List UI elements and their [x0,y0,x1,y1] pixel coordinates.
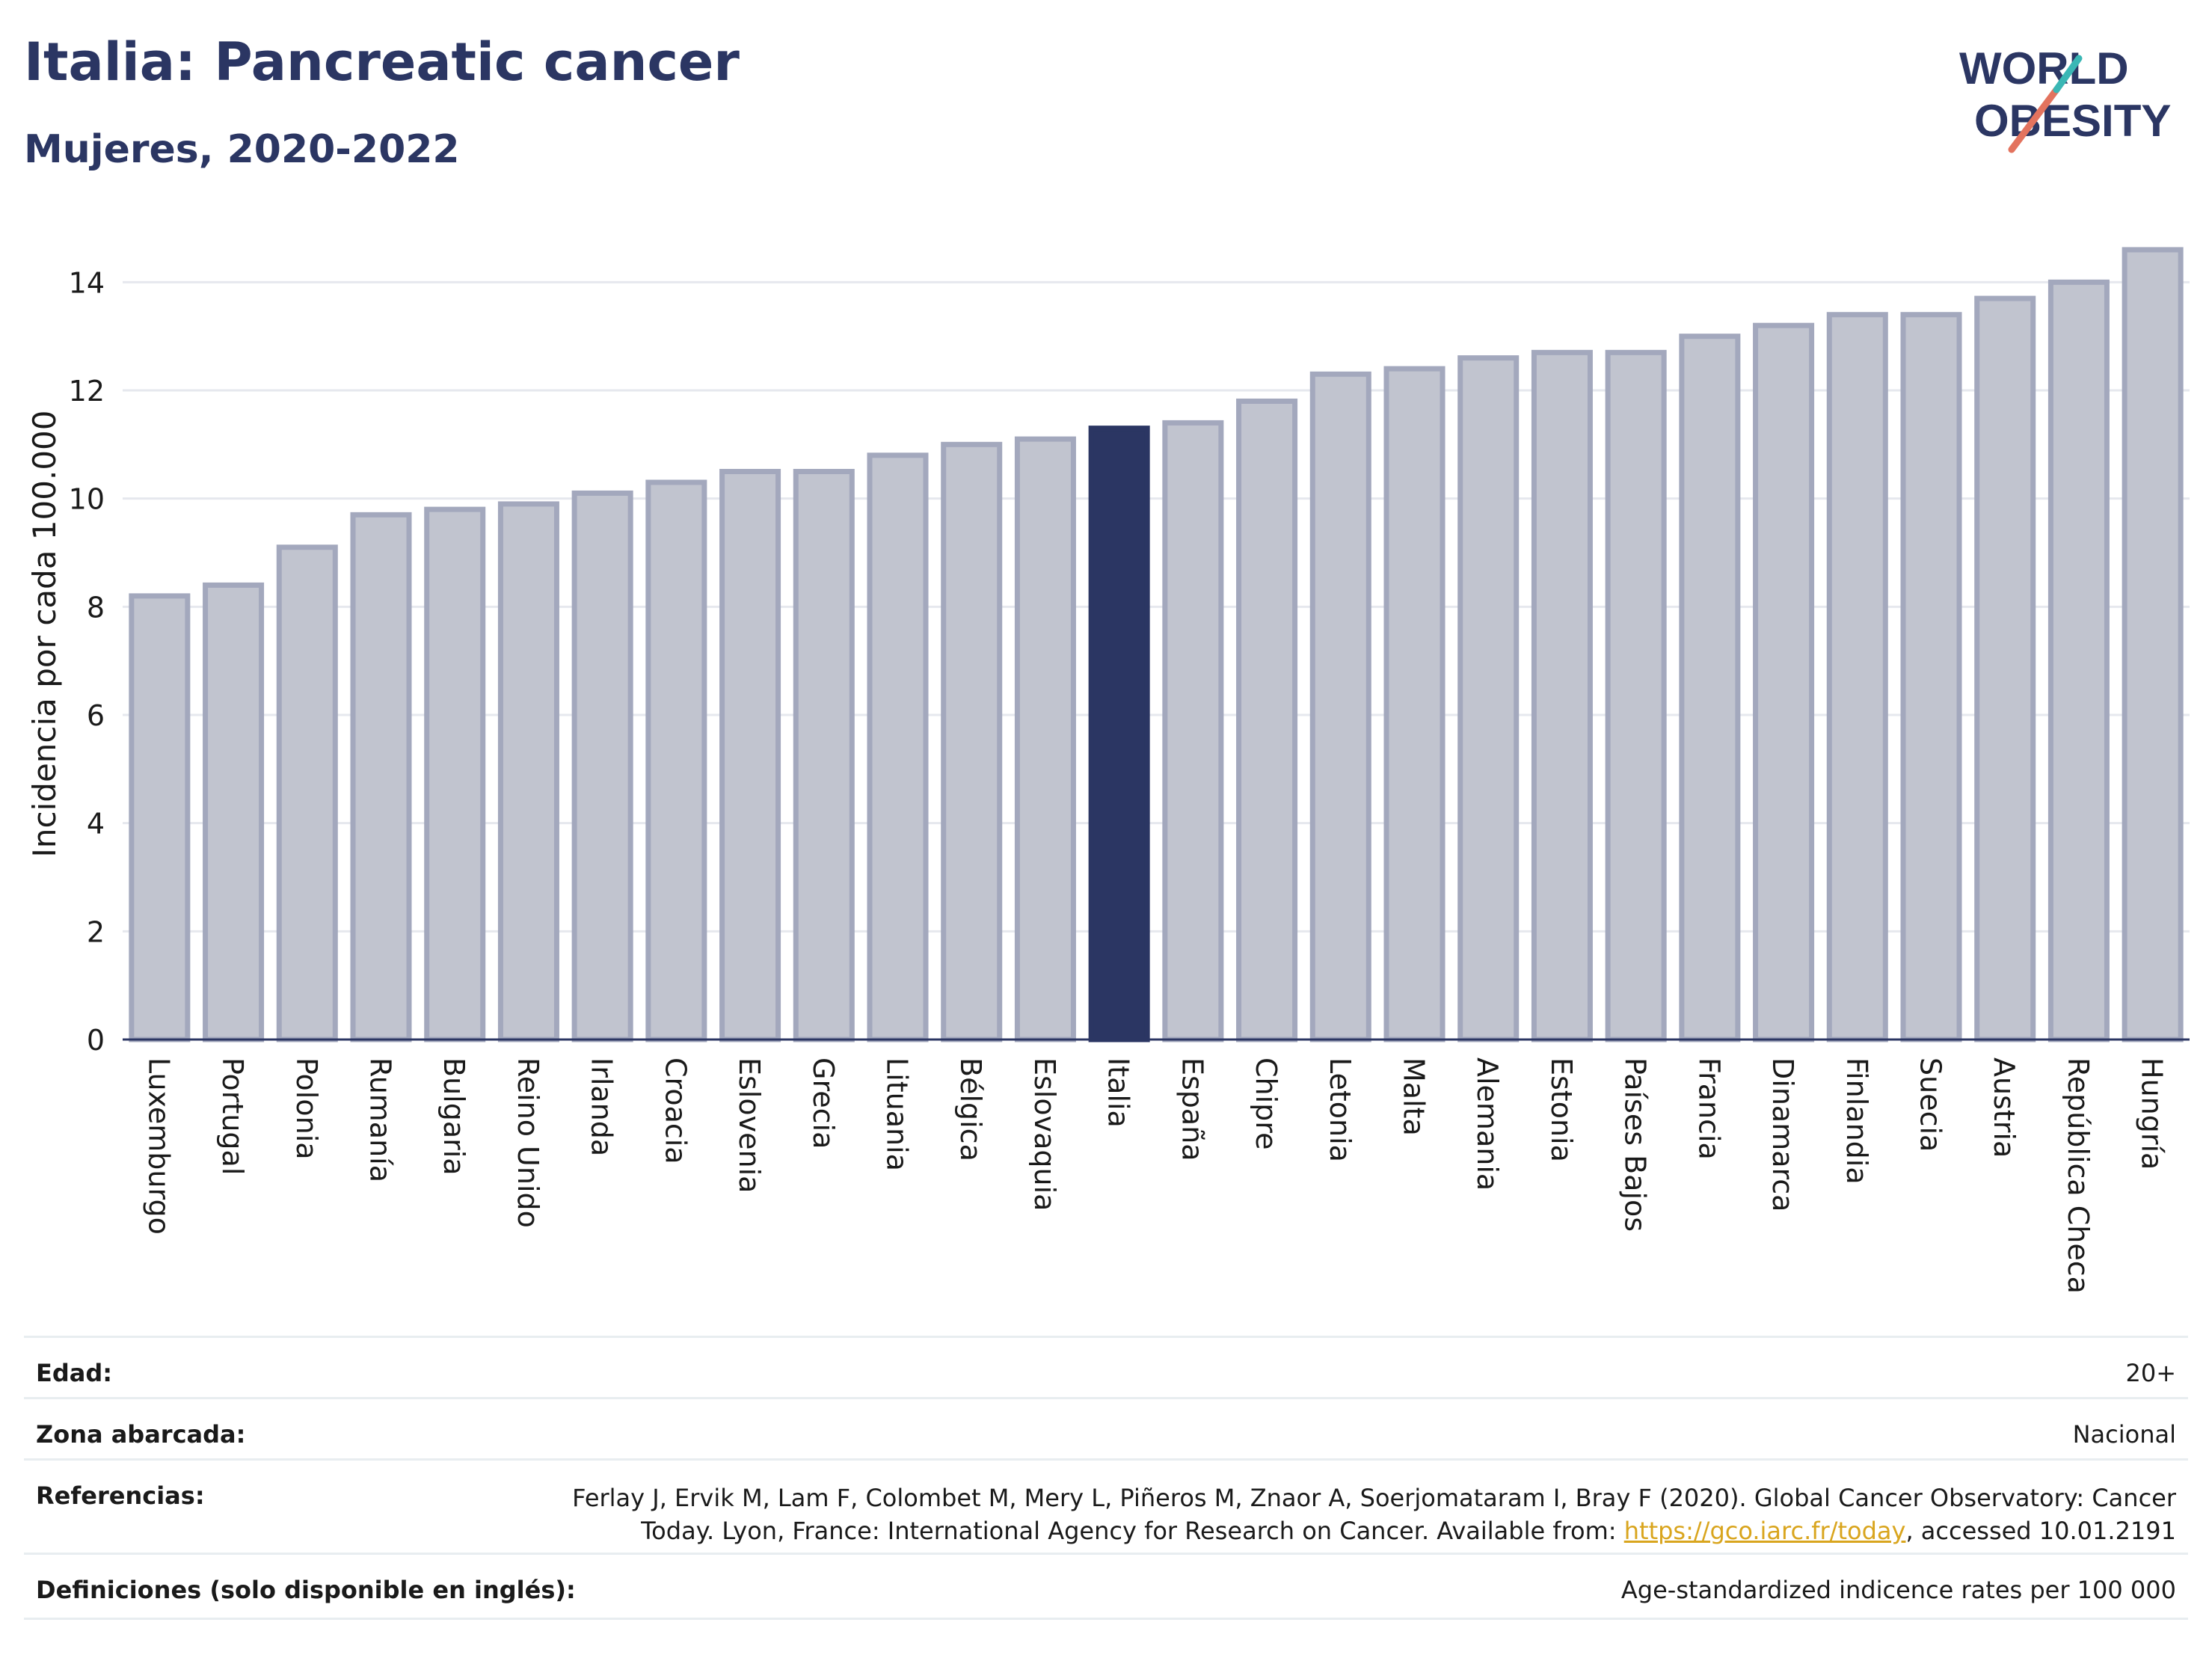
x-tick-label: Estonia [1545,1057,1578,1162]
page-title: Italia: Pancreatic cancer [24,31,740,93]
x-tick-label: Croacia [659,1057,692,1164]
edad-label: Edad: [36,1359,113,1387]
x-tick-label: Irlanda [586,1057,618,1156]
x-tick-label: Eslovaquia [1028,1057,1061,1211]
bar [497,501,559,1043]
svg-text:OBESITY: OBESITY [1974,96,2171,146]
bar [1826,312,1888,1043]
y-tick-label: 2 [87,915,105,948]
x-tick-label: Alemania [1471,1057,1504,1191]
x-tick-label: Letonia [1324,1057,1357,1162]
bar [941,441,1003,1043]
page-subtitle: Mujeres, 2020-2022 [24,127,460,172]
x-tick-label: Eslovenia [733,1057,766,1193]
x-tick-label: Malta [1398,1057,1431,1136]
x-tick-label: Polonia [290,1057,323,1160]
referencias-line-2: Today. Lyon, France: International Agenc… [572,1514,2176,1547]
bar [129,593,191,1043]
bar [2047,279,2110,1043]
referencias-line-2-start: Today. Lyon, France: International Agenc… [641,1517,1624,1545]
meta-row-referencias: Referencias: Ferlay J, Ervik M, Lam F, C… [24,1458,2188,1555]
bar [571,490,633,1043]
x-tick-label: Austria [1988,1057,2021,1158]
x-tick-label: Francia [1692,1057,1725,1160]
x-tick-label: Luxemburgo [142,1057,175,1235]
bar [2122,247,2184,1043]
y-tick-label: 4 [87,808,105,841]
x-tick-label: Finlandia [1840,1057,1873,1185]
y-tick-label: 12 [69,375,105,408]
x-tick-label: Hungría [2136,1057,2169,1170]
x-tick-label: Grecia [807,1057,840,1149]
zona-value: Nacional [2072,1420,2176,1449]
meta-row-edad: Edad: 20+ [24,1336,2188,1399]
bar [1900,312,1962,1043]
bar [1236,398,1298,1043]
meta-row-zona: Zona abarcada: Nacional [24,1397,2188,1461]
bar [1309,371,1371,1043]
bar [1088,426,1150,1043]
bar [1531,349,1593,1043]
bar [1679,334,1741,1043]
x-tick-label: Rumanía [364,1057,397,1182]
bar [1162,420,1224,1043]
x-tick-label: Bélgica [954,1057,987,1161]
bar [1457,355,1520,1043]
bar [1383,366,1446,1043]
reference-link[interactable]: https://gco.iarc.fr/today [1623,1517,1906,1545]
zona-label: Zona abarcada: [36,1420,246,1449]
x-tick-label: Chipre [1250,1057,1282,1149]
meta-row-definiciones: Definiciones (solo disponible en inglés)… [24,1553,2188,1620]
x-tick-label: República Checa [2062,1057,2095,1294]
x-tick-label: Suecia [1914,1057,1947,1152]
referencias-line-2-end: , accessed 10.01.2191 [1905,1517,2176,1545]
world-obesity-logo: WORLD OBESITY [1959,43,2171,153]
bar [1014,436,1076,1043]
y-tick-label: 8 [87,591,105,624]
referencias-label: Referencias: [36,1481,205,1510]
bar [424,506,486,1043]
bar [719,469,781,1043]
bar [1974,295,2036,1043]
x-tick-label: Reino Unido [511,1057,544,1228]
bar-chart: 0 2 4 6 8 10 12 14 Incidencia por cada 100.000 Lu… [26,247,2190,1294]
y-tick-label: 14 [69,266,105,299]
x-tick-label: Lituania [881,1057,914,1171]
bar [1753,322,1815,1043]
bar [276,544,338,1043]
x-tick-label: España [1176,1057,1208,1161]
bar [867,452,929,1043]
referencias-line-1: Ferlay J, Ervik M, Lam F, Colombet M, Me… [572,1484,2176,1512]
bar [793,469,855,1043]
metadata-table: Edad: 20+ Zona abarcada: Nacional Refere… [24,1336,2188,1620]
x-tick-label: Portugal [216,1057,249,1175]
x-tick-label: Países Bajos [1619,1057,1652,1232]
bar [1605,349,1667,1043]
bar [350,512,412,1043]
bar [645,479,707,1043]
x-tick-label: Italia [1102,1057,1135,1128]
x-tick-label: Bulgaria [437,1057,470,1176]
referencias-value: Ferlay J, Ervik M, Lam F, Colombet M, Me… [572,1481,2176,1547]
y-axis-label: Incidencia por cada 100.000 [26,411,63,858]
y-tick-label: 10 [69,483,105,516]
definiciones-label: Definiciones (solo disponible en inglés)… [36,1576,576,1604]
x-tick-label: Dinamarca [1766,1057,1799,1212]
bar [203,582,265,1043]
svg-text:WORLD: WORLD [1959,43,2129,93]
y-tick-label: 6 [87,699,105,732]
y-tick-label: 0 [87,1024,105,1057]
edad-value: 20+ [2125,1359,2176,1387]
definiciones-value: Age-standardized indicence rates per 100… [1620,1576,2176,1604]
